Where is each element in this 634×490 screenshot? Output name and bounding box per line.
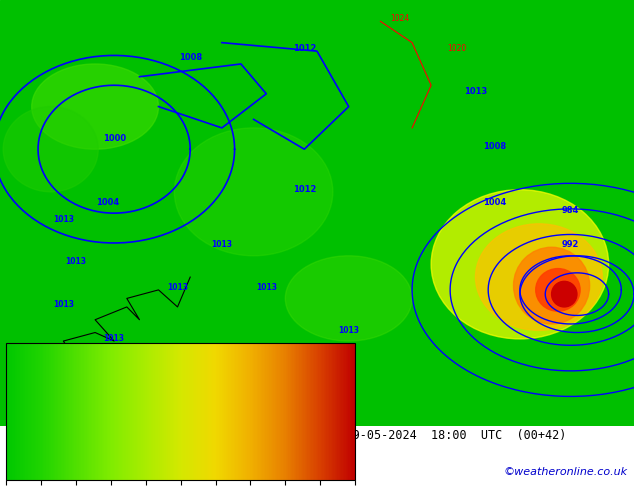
Text: 1012: 1012 (293, 44, 316, 53)
Text: 1013: 1013 (103, 334, 125, 343)
Text: 1013: 1013 (167, 283, 188, 292)
Text: We  29-05-2024  18:00  UTC  (00+42): We 29-05-2024 18:00 UTC (00+42) (317, 429, 566, 442)
Ellipse shape (174, 128, 333, 256)
Ellipse shape (536, 269, 580, 311)
Ellipse shape (32, 64, 158, 149)
Text: 1020: 1020 (447, 44, 466, 53)
Text: 1024: 1024 (390, 14, 409, 24)
Text: 1000: 1000 (103, 134, 126, 143)
Text: 1004: 1004 (483, 197, 506, 207)
Ellipse shape (552, 281, 577, 307)
Text: 1012: 1012 (293, 185, 316, 194)
Ellipse shape (431, 190, 609, 339)
Text: 1013: 1013 (256, 283, 277, 292)
Text: 1013: 1013 (53, 215, 74, 223)
Ellipse shape (476, 224, 602, 330)
Text: 1004: 1004 (96, 197, 119, 207)
Text: ©weatheronline.co.uk: ©weatheronline.co.uk (503, 467, 628, 477)
Text: 1013: 1013 (53, 300, 74, 309)
Text: 1013: 1013 (464, 87, 487, 96)
Text: 1008: 1008 (77, 368, 100, 377)
Text: 984: 984 (562, 206, 579, 215)
Text: 992: 992 (562, 240, 579, 249)
Text: 1008: 1008 (483, 142, 506, 151)
Text: 1008: 1008 (179, 53, 202, 62)
Text: 1013: 1013 (338, 325, 359, 335)
Ellipse shape (285, 256, 412, 341)
Text: 1013: 1013 (211, 240, 233, 249)
Ellipse shape (3, 107, 98, 192)
Text: 1013: 1013 (65, 257, 87, 266)
Text: Surface pressure  Spread  mean+σ  [hPa]  ECMWF: Surface pressure Spread mean+σ [hPa] ECM… (6, 429, 334, 442)
Ellipse shape (514, 247, 590, 324)
